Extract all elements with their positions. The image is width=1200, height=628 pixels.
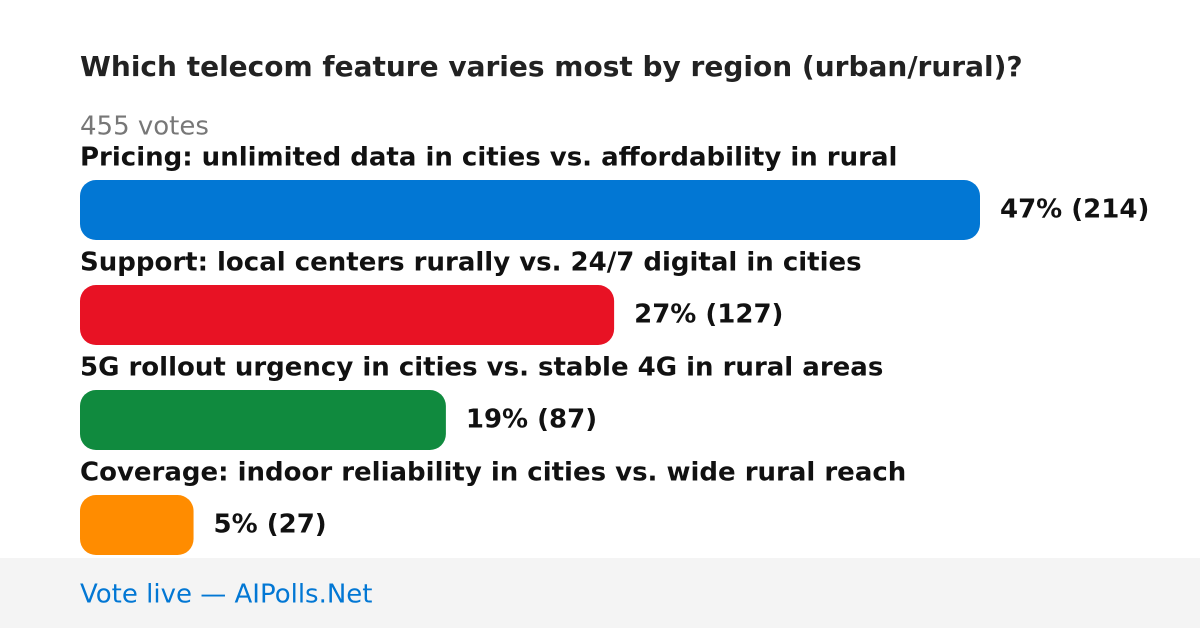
bar	[80, 285, 615, 345]
footer-band	[0, 558, 1200, 628]
vote-count: 455 votes	[80, 112, 209, 142]
value-label: 47% (214)	[1000, 195, 1149, 225]
option-label: Pricing: unlimited data in cities vs. af…	[80, 143, 897, 173]
value-label: 5% (27)	[214, 510, 327, 540]
bar	[80, 390, 446, 450]
option-label: Coverage: indoor reliability in cities v…	[80, 458, 906, 488]
value-label: 27% (127)	[634, 300, 783, 330]
option-label: Support: local centers rurally vs. 24/7 …	[80, 248, 862, 278]
option-label: 5G rollout urgency in cities vs. stable …	[80, 353, 883, 383]
bar	[80, 495, 194, 555]
value-label: 19% (87)	[466, 405, 597, 435]
bar	[80, 180, 980, 240]
poll-title: Which telecom feature varies most by reg…	[80, 50, 1023, 83]
footer-link[interactable]: Vote live — AIPolls.Net	[80, 580, 373, 610]
